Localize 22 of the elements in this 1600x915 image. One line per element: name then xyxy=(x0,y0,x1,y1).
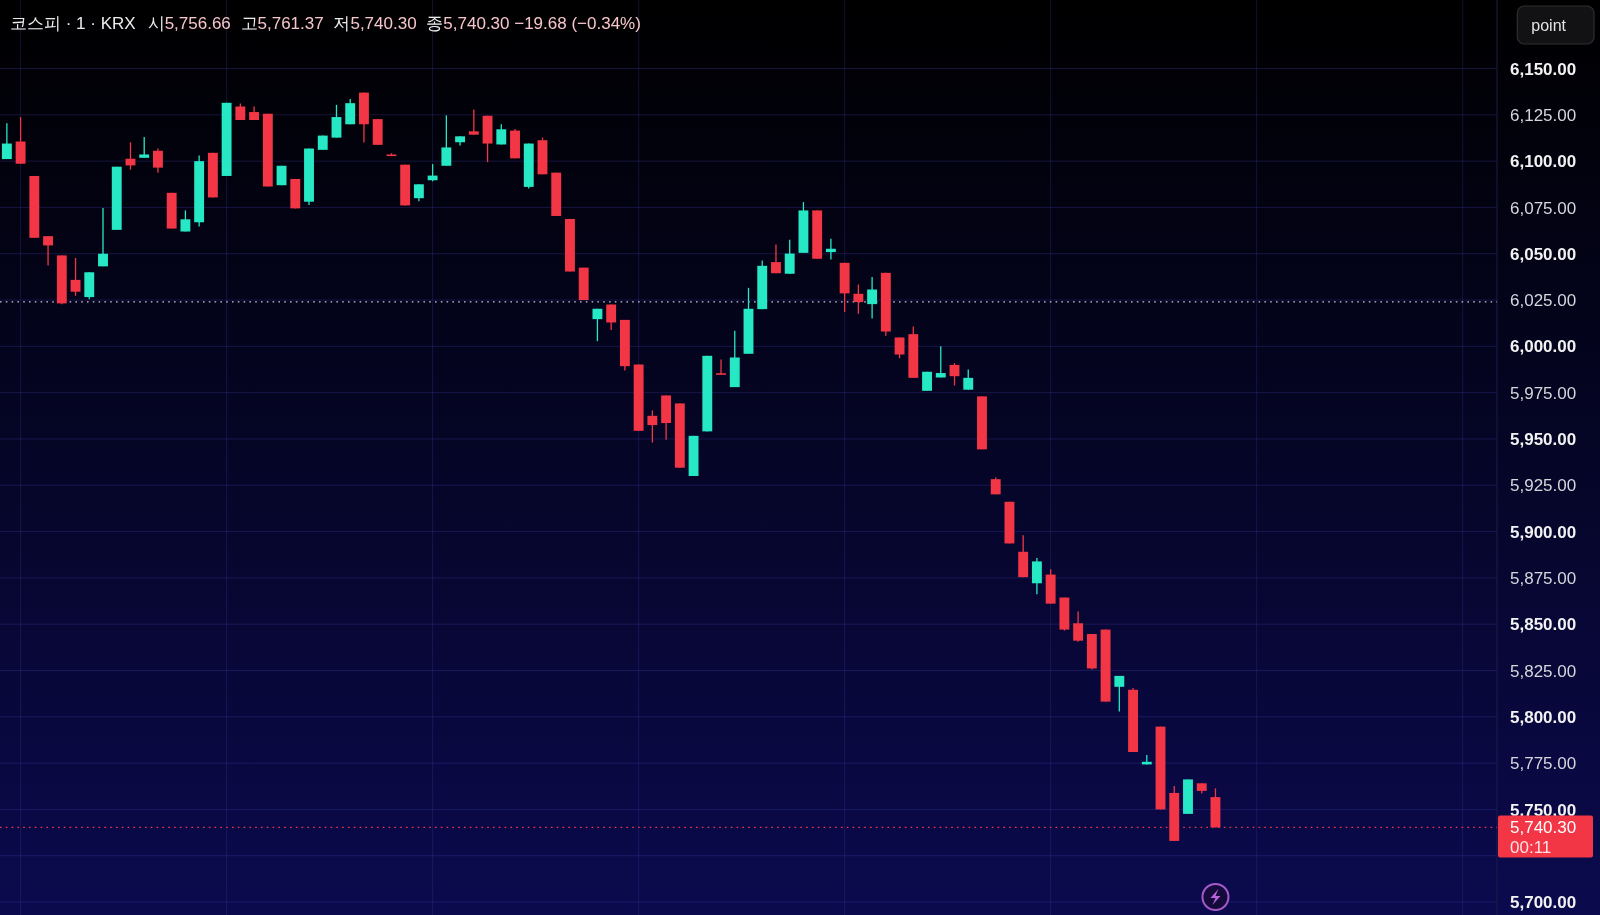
y-tick-label: 5,800.00 xyxy=(1510,707,1577,727)
y-tick-label: 5,850.00 xyxy=(1510,615,1577,635)
y-tick-label: 5,925.00 xyxy=(1510,476,1577,496)
y-tick-label: 6,025.00 xyxy=(1510,291,1577,311)
y-tick-label: 6,150.00 xyxy=(1510,59,1577,79)
price-label: 5,740.30 00:11 xyxy=(1498,815,1593,858)
ref-line-label: 5,740.30 00:11 xyxy=(1510,818,1577,858)
y-tick-label: 5,875.00 xyxy=(1510,569,1577,589)
y-tick-label: 6,100.00 xyxy=(1510,152,1577,172)
text: 코스피 · 1 · KRX xyxy=(10,14,136,33)
y-tick-label: 6,000.00 xyxy=(1510,337,1577,357)
y-tick-label: 5,775.00 xyxy=(1510,754,1577,774)
y-tick-label: 5,975.00 xyxy=(1510,383,1577,403)
y-tick-label: 6,125.00 xyxy=(1510,105,1577,125)
y-tick-label: 5,825.00 xyxy=(1510,661,1577,681)
button: point xyxy=(1516,5,1595,45)
y-tick-label: 6,075.00 xyxy=(1510,198,1577,218)
y-tick-label: 6,050.00 xyxy=(1510,244,1577,264)
y-tick-label: 5,950.00 xyxy=(1510,430,1577,450)
y-tick-label: 5,700.00 xyxy=(1510,893,1577,913)
text: 시5,756.66 고5,761.37 저5,740.30 종5,740.30 −19.68 (−0.34%) xyxy=(147,14,641,33)
y-tick-label: 5,900.00 xyxy=(1510,522,1577,542)
